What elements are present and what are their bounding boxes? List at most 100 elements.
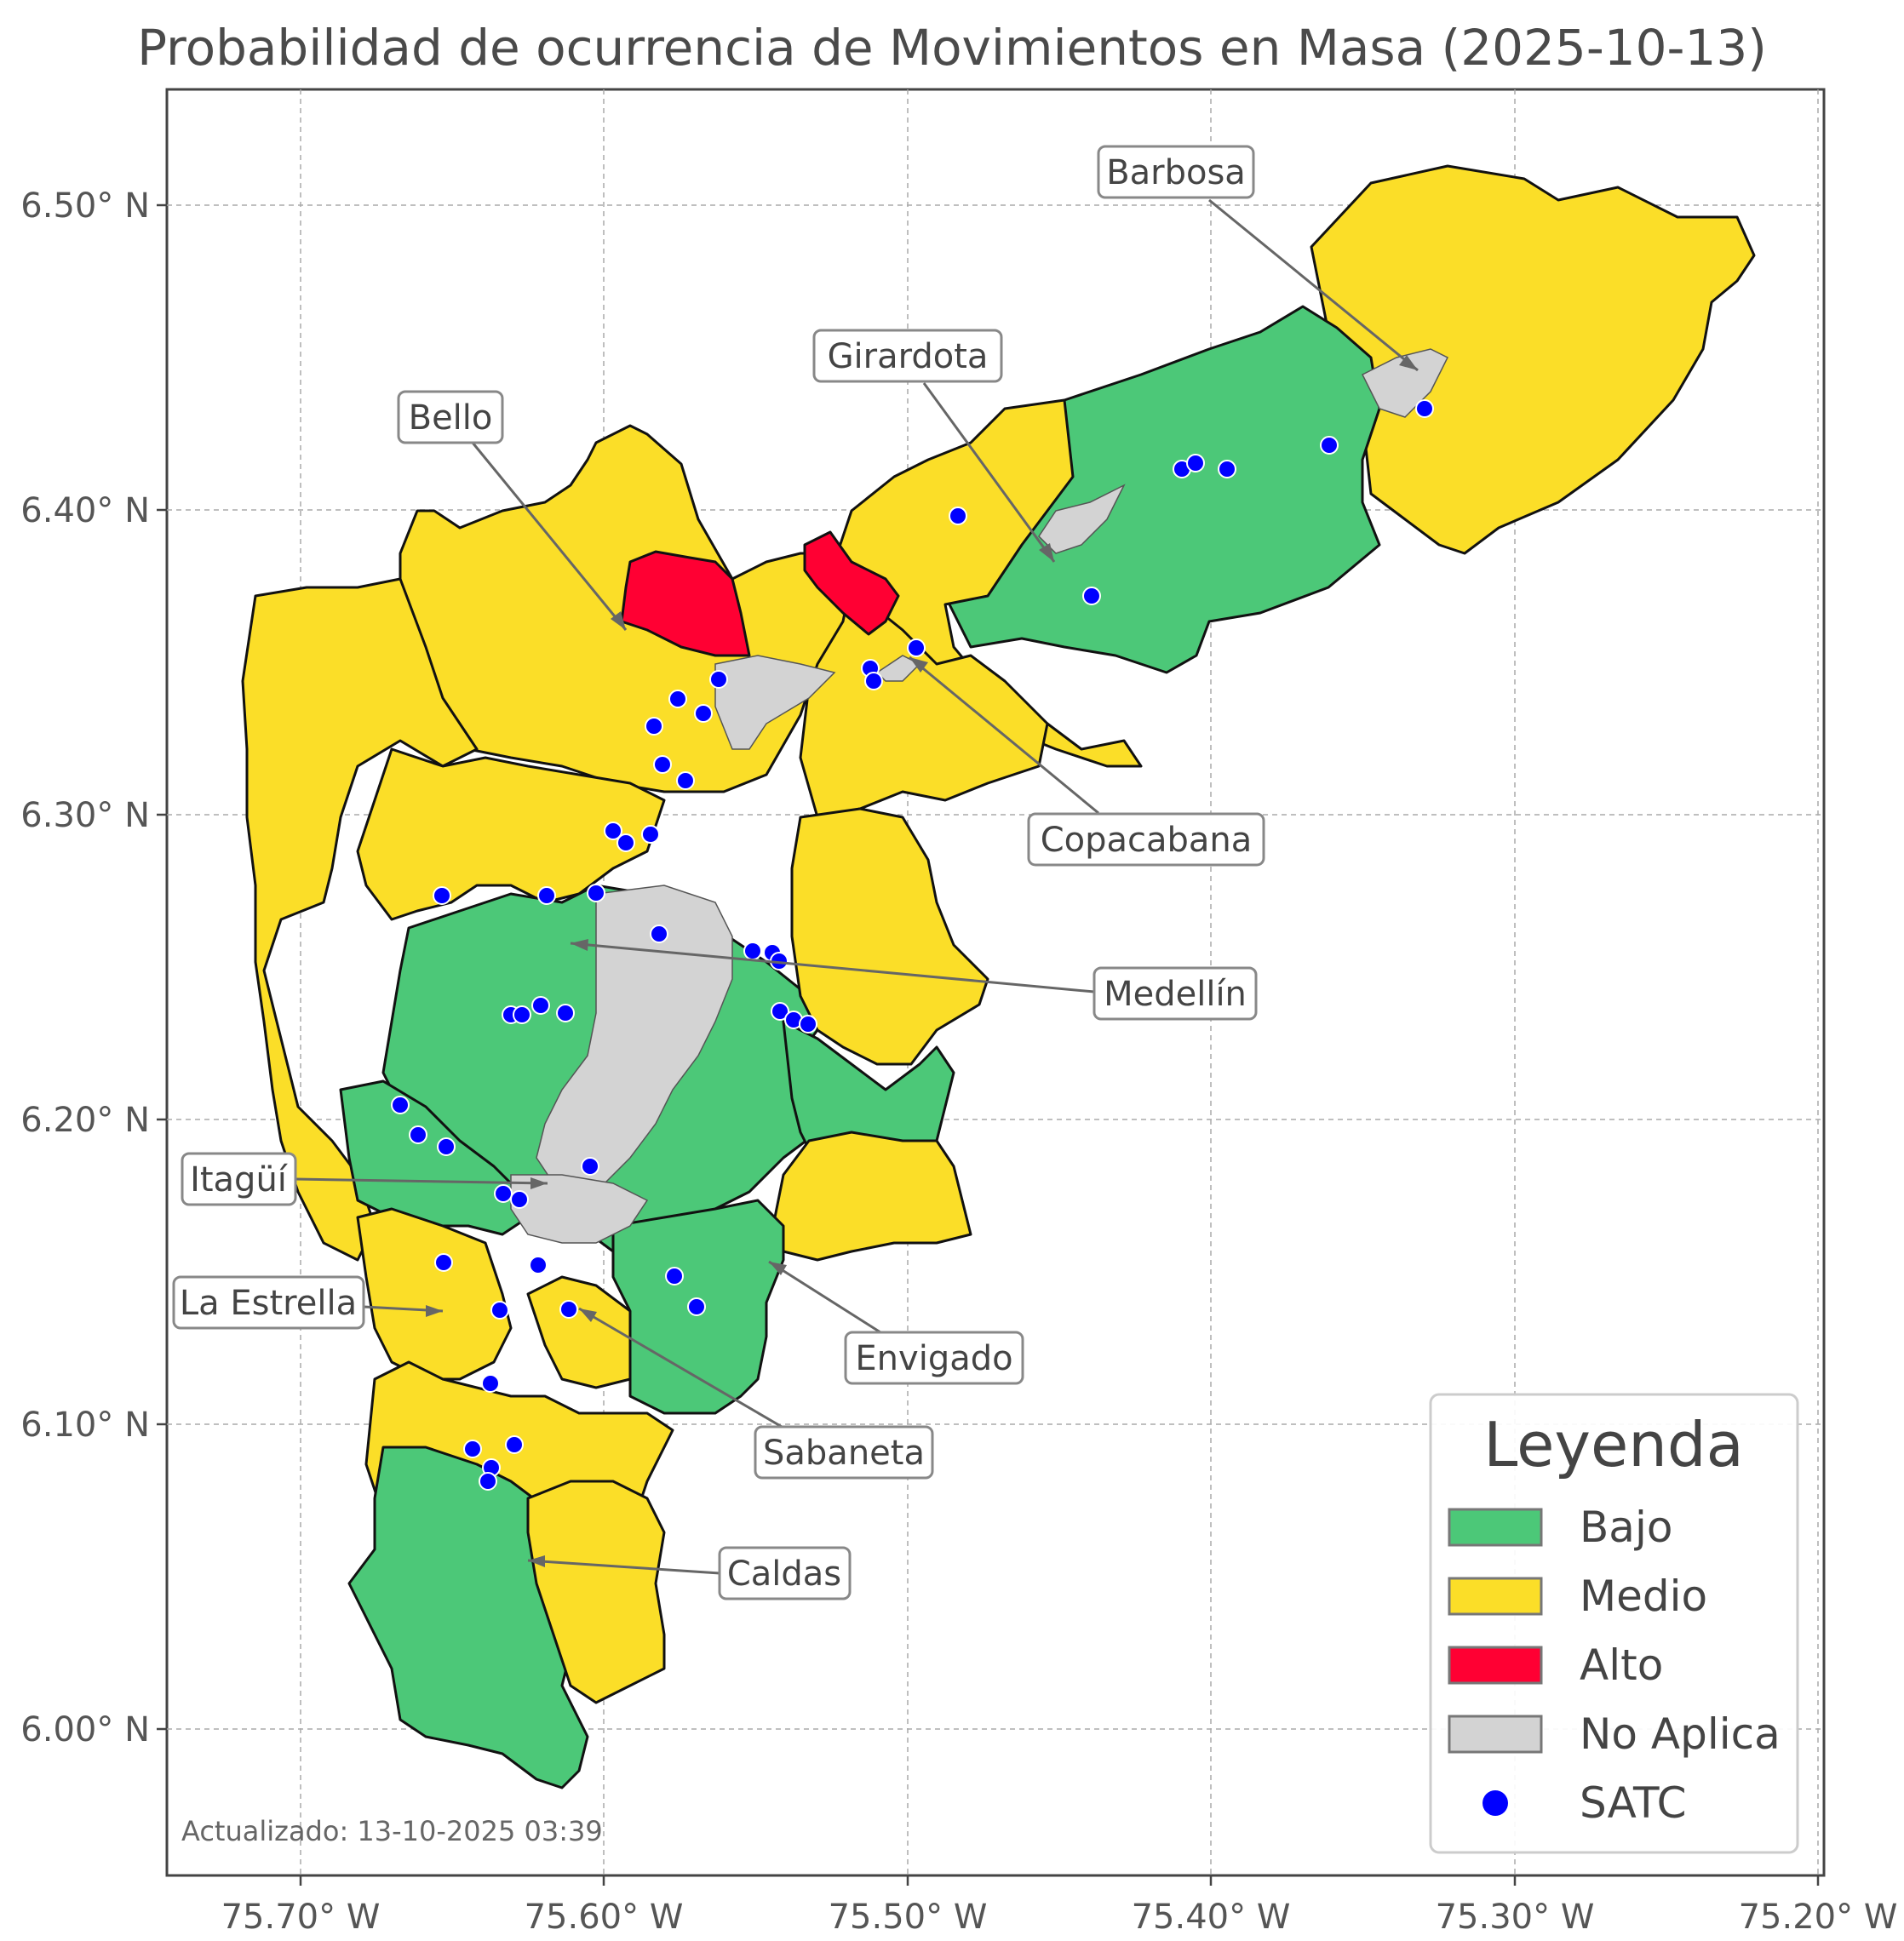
satc-station xyxy=(687,1297,706,1316)
y-tick-label: 6.00° N xyxy=(20,1710,150,1749)
y-tick-label: 6.10° N xyxy=(20,1406,150,1445)
satc-station xyxy=(505,1435,524,1454)
region-barbosa xyxy=(1310,164,1756,555)
satc-station xyxy=(799,1015,817,1033)
legend: Leyenda Bajo Medio Alto No Aplica SATC xyxy=(1429,1393,1799,1854)
satc-station xyxy=(529,1256,548,1274)
region-la-estrella xyxy=(356,1207,513,1381)
satc-station xyxy=(645,717,663,736)
callout-label: Envigado xyxy=(855,1339,1012,1378)
satc-station xyxy=(559,1300,578,1319)
legend-label: SATC xyxy=(1580,1778,1687,1828)
satc-station xyxy=(531,996,550,1015)
region-caldas-east xyxy=(526,1480,666,1704)
x-tick-labels: 75.70° W 75.60° W 75.50° W 75.40° W 75.3… xyxy=(221,1898,1898,1937)
callout-envigado: Envigado xyxy=(768,1260,1024,1385)
urban-itagui-envigado xyxy=(510,1174,649,1244)
callout-label: Copacabana xyxy=(1041,821,1253,860)
satc-station xyxy=(391,1096,410,1114)
y-tick-label: 6.20° N xyxy=(20,1101,150,1140)
callout-label: Bello xyxy=(409,398,493,438)
callouts: Barbosa Girardota Bello Copacabana Medel… xyxy=(172,145,1419,1600)
callout-la-estrella: La Estrella xyxy=(172,1275,444,1330)
satc-stations xyxy=(391,399,1434,1491)
satc-station xyxy=(641,825,660,844)
satc-station xyxy=(676,771,695,790)
legend-swatch-medio xyxy=(1448,1577,1543,1616)
legend-swatch-no-aplica xyxy=(1448,1715,1543,1754)
callout-label: Caldas xyxy=(727,1555,841,1594)
y-tick-label: 6.50° N xyxy=(20,186,150,226)
satc-station xyxy=(409,1125,427,1144)
urban-girardota xyxy=(1038,484,1126,554)
satc-station xyxy=(490,1301,509,1320)
satc-station xyxy=(709,670,728,689)
callout-label: La Estrella xyxy=(180,1284,357,1323)
satc-station xyxy=(433,886,451,905)
region-itagui xyxy=(339,1079,530,1236)
satc-station xyxy=(1082,587,1101,605)
satc-station xyxy=(668,690,687,708)
region-envigado-east xyxy=(773,1131,972,1262)
satc-station xyxy=(587,884,605,902)
y-tick-label: 6.40° N xyxy=(20,491,150,530)
legend-swatch-alto xyxy=(1448,1646,1543,1685)
region-east-yellow xyxy=(790,807,989,1066)
satc-station xyxy=(1218,460,1236,478)
y-tick-labels: 6.50° N 6.40° N 6.30° N 6.20° N 6.10° N … xyxy=(20,186,150,1749)
satc-station xyxy=(556,1004,575,1022)
map-title: Probabilidad de ocurrencia de Movimiento… xyxy=(137,19,1767,77)
x-tick-label: 75.60° W xyxy=(525,1898,684,1937)
legend-label: Bajo xyxy=(1580,1503,1672,1552)
x-tick-label: 75.20° W xyxy=(1739,1898,1898,1937)
urban-bello xyxy=(714,655,836,750)
satc-station xyxy=(743,942,762,960)
legend-marker-satc xyxy=(1482,1790,1508,1816)
callout-itagui: Itagüí xyxy=(181,1152,548,1206)
satc-station xyxy=(537,886,556,905)
satc-station xyxy=(1186,454,1205,472)
region-medellin-west-yellow xyxy=(356,747,666,921)
x-tick-label: 75.40° W xyxy=(1132,1898,1291,1937)
satc-station xyxy=(513,1005,531,1024)
satc-station xyxy=(494,1184,513,1203)
y-tick-label: 6.30° N xyxy=(20,796,150,835)
satc-station xyxy=(665,1267,684,1285)
urban-medellin xyxy=(536,885,733,1193)
callout-medellin: Medellín xyxy=(570,939,1258,1021)
satc-station xyxy=(510,1190,529,1209)
satc-station xyxy=(604,822,622,840)
tick-marks xyxy=(157,203,1820,1886)
satc-station xyxy=(1415,399,1434,418)
satc-station xyxy=(694,704,713,723)
callout-caldas: Caldas xyxy=(527,1546,852,1600)
satc-station xyxy=(434,1253,453,1272)
callout-label: Girardota xyxy=(828,337,989,376)
callout-bello: Bello xyxy=(397,390,628,631)
region-west-yellow xyxy=(241,577,479,1262)
satc-station xyxy=(864,672,883,690)
x-tick-label: 75.70° W xyxy=(221,1898,381,1937)
callout-label: Medellín xyxy=(1104,975,1247,1014)
satc-station xyxy=(949,507,967,525)
satc-station xyxy=(907,638,926,657)
update-timestamp: Actualizado: 13-10-2025 03:39 xyxy=(181,1815,603,1847)
region-copacabana-alto xyxy=(803,530,900,636)
urban-copacabana xyxy=(875,655,921,682)
satc-station xyxy=(650,925,668,943)
satc-station xyxy=(463,1440,482,1458)
callout-label: Itagüí xyxy=(190,1160,289,1200)
x-tick-label: 75.30° W xyxy=(1436,1898,1595,1937)
legend-label: Alto xyxy=(1580,1640,1663,1690)
satc-station xyxy=(581,1157,599,1176)
callout-barbosa: Barbosa xyxy=(1097,145,1419,372)
legend-swatch-bajo xyxy=(1448,1508,1543,1547)
satc-station xyxy=(617,833,635,852)
satc-station xyxy=(771,1002,789,1021)
satc-station xyxy=(653,755,672,774)
callout-label: Barbosa xyxy=(1106,153,1246,192)
satc-station xyxy=(479,1472,497,1491)
callout-copacabana: Copacabana xyxy=(909,656,1265,867)
legend-label: No Aplica xyxy=(1580,1709,1781,1759)
